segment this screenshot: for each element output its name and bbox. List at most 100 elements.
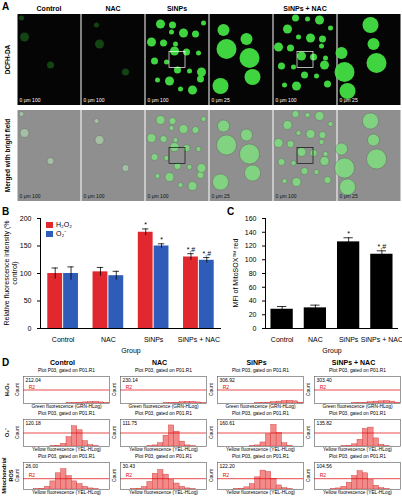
html-text:Count: Count <box>111 426 117 439</box>
html-text:NAC: NAC <box>151 359 168 366</box>
svg-text:R2: R2 <box>29 384 36 390</box>
svg-text:104.56: 104.56 <box>317 463 333 469</box>
html-text:B: B <box>2 206 10 217</box>
svg-text:R2: R2 <box>320 384 327 390</box>
html-text:Count: Count <box>111 383 117 396</box>
svg-text:26.00: 26.00 <box>26 463 39 469</box>
html-text:O₂⁻: O₂⁻ <box>4 428 11 437</box>
svg-text:SiNPs + NAC: SiNPs + NAC <box>178 336 220 343</box>
svg-text:40: 40 <box>249 297 257 304</box>
html-text:D: D <box>2 357 10 368</box>
svg-text:R2: R2 <box>223 384 230 390</box>
svg-text:230.14: 230.14 <box>123 377 139 383</box>
svg-text:*: * <box>347 230 350 237</box>
html-text:H₂O₂: H₂O₂ <box>4 382 11 397</box>
html-text:Count: Count <box>208 426 214 439</box>
html-text:H₂O₂: H₂O₂ <box>56 221 72 228</box>
html-text:Count: Count <box>305 383 311 396</box>
svg-text:NAC: NAC <box>101 336 116 343</box>
svg-text:303.40: 303.40 <box>317 377 333 383</box>
html-text:Relative fluorescence intensit: Relative fluorescence intensity (% contr… <box>3 220 18 326</box>
svg-text:Control: Control <box>52 336 75 343</box>
html-text:Count: Count <box>14 383 20 396</box>
html-text:Count: Count <box>208 469 214 482</box>
svg-text:160: 160 <box>245 215 257 222</box>
svg-text:R2: R2 <box>126 384 133 390</box>
svg-text:*: * <box>160 236 163 243</box>
svg-text:NAC: NAC <box>105 5 120 12</box>
svg-text:*,#: *,# <box>378 243 387 250</box>
svg-text:SiNPs + NAC: SiNPs + NAC <box>283 5 326 12</box>
svg-text:R2: R2 <box>29 472 36 478</box>
html-text:Count: Count <box>111 469 117 482</box>
svg-text:50: 50 <box>24 297 32 304</box>
svg-text:0: 0 <box>253 325 257 332</box>
svg-text:80: 80 <box>249 270 257 277</box>
svg-text:SiNPs: SiNPs <box>167 5 187 12</box>
svg-text:100: 100 <box>245 256 257 263</box>
html-text:Count: Count <box>208 383 214 396</box>
svg-text:100: 100 <box>20 270 32 277</box>
html-text:Plot P03, gated on P01.R1: Plot P03, gated on P01.R1 <box>38 368 95 373</box>
svg-text:0 μm 25: 0 μm 25 <box>212 193 230 199</box>
svg-text:*,#: *,# <box>187 246 196 253</box>
svg-text:0 μm 100: 0 μm 100 <box>20 193 41 199</box>
svg-text:0 μm 100: 0 μm 100 <box>84 193 105 199</box>
html-text:MFI of MitoSOX™ red: MFI of MitoSOX™ red <box>232 238 239 308</box>
svg-text:140: 140 <box>245 228 257 235</box>
svg-text:306.92: 306.92 <box>220 377 236 383</box>
html-text:Mitochondrial ROS: Mitochondrial ROS <box>1 457 14 494</box>
svg-text:0 μm 100: 0 μm 100 <box>84 97 105 103</box>
svg-text:R2: R2 <box>320 472 327 478</box>
svg-text:160.61: 160.61 <box>220 420 236 426</box>
svg-text:0 μm 25: 0 μm 25 <box>340 193 358 199</box>
html-text:SiNPs: SiNPs <box>246 359 267 366</box>
svg-text:120: 120 <box>245 242 257 249</box>
html-text:Plot P03, gated on P01.R1: Plot P03, gated on P01.R1 <box>232 368 289 373</box>
html-text:O₂⁻: O₂⁻ <box>56 230 67 237</box>
svg-text:Group: Group <box>121 347 141 355</box>
svg-text:200: 200 <box>20 215 32 222</box>
svg-text:R2: R2 <box>223 472 230 478</box>
html-text:Count: Count <box>305 426 311 439</box>
svg-text:135.82: 135.82 <box>317 420 333 426</box>
html-text:Control: Control <box>50 359 75 366</box>
svg-text:0 μm 100: 0 μm 100 <box>148 97 169 103</box>
html-text:Plot P03, gated on P01.R1: Plot P03, gated on P01.R1 <box>135 368 192 373</box>
html-text:Green fluorescence (GRN-HLog): Green fluorescence (GRN-HLog) <box>31 404 102 409</box>
svg-text:R2: R2 <box>126 472 133 478</box>
svg-text:SiNPs: SiNPs <box>339 336 359 343</box>
svg-text:DCFH-DA: DCFH-DA <box>4 44 11 74</box>
svg-text:212.04: 212.04 <box>26 377 42 383</box>
html-text:Green fluorescence (GRN-HLog): Green fluorescence (GRN-HLog) <box>128 404 199 409</box>
svg-text:NAC: NAC <box>308 336 323 343</box>
svg-text:*: * <box>144 221 147 228</box>
html-text:Count: Count <box>14 426 20 439</box>
svg-text:Control: Control <box>271 336 294 343</box>
svg-text:Merged with bright field: Merged with bright field <box>4 119 12 192</box>
svg-text:30.43: 30.43 <box>123 463 136 469</box>
html-text:Count: Count <box>305 469 311 482</box>
html-text:SiNPs + NAC: SiNPs + NAC <box>331 359 376 366</box>
svg-text:60: 60 <box>249 283 257 290</box>
svg-text:A: A <box>2 1 9 12</box>
svg-text:0 μm 100: 0 μm 100 <box>20 97 41 103</box>
svg-text:SiNPs + NAC: SiNPs + NAC <box>361 336 402 343</box>
svg-text:0 μm 100: 0 μm 100 <box>148 193 169 199</box>
html-text:C: C <box>227 206 235 217</box>
svg-text:0 μm 100: 0 μm 100 <box>276 193 297 199</box>
svg-text:*,#: *,# <box>203 250 212 257</box>
svg-text:0 μm 100: 0 μm 100 <box>276 97 297 103</box>
svg-text:150: 150 <box>20 242 32 249</box>
svg-text:111.75: 111.75 <box>123 420 138 426</box>
html-text:Count: Count <box>14 469 20 482</box>
svg-text:0: 0 <box>28 325 32 332</box>
svg-text:122.20: 122.20 <box>220 463 236 469</box>
svg-text:SiNPs: SiNPs <box>144 336 164 343</box>
svg-text:0 μm 25: 0 μm 25 <box>340 97 358 103</box>
svg-text:0 μm 25: 0 μm 25 <box>212 97 230 103</box>
svg-text:120.18: 120.18 <box>26 420 42 426</box>
svg-text:Control: Control <box>37 5 62 12</box>
svg-text:Group: Group <box>322 347 342 355</box>
svg-text:20: 20 <box>249 311 257 318</box>
